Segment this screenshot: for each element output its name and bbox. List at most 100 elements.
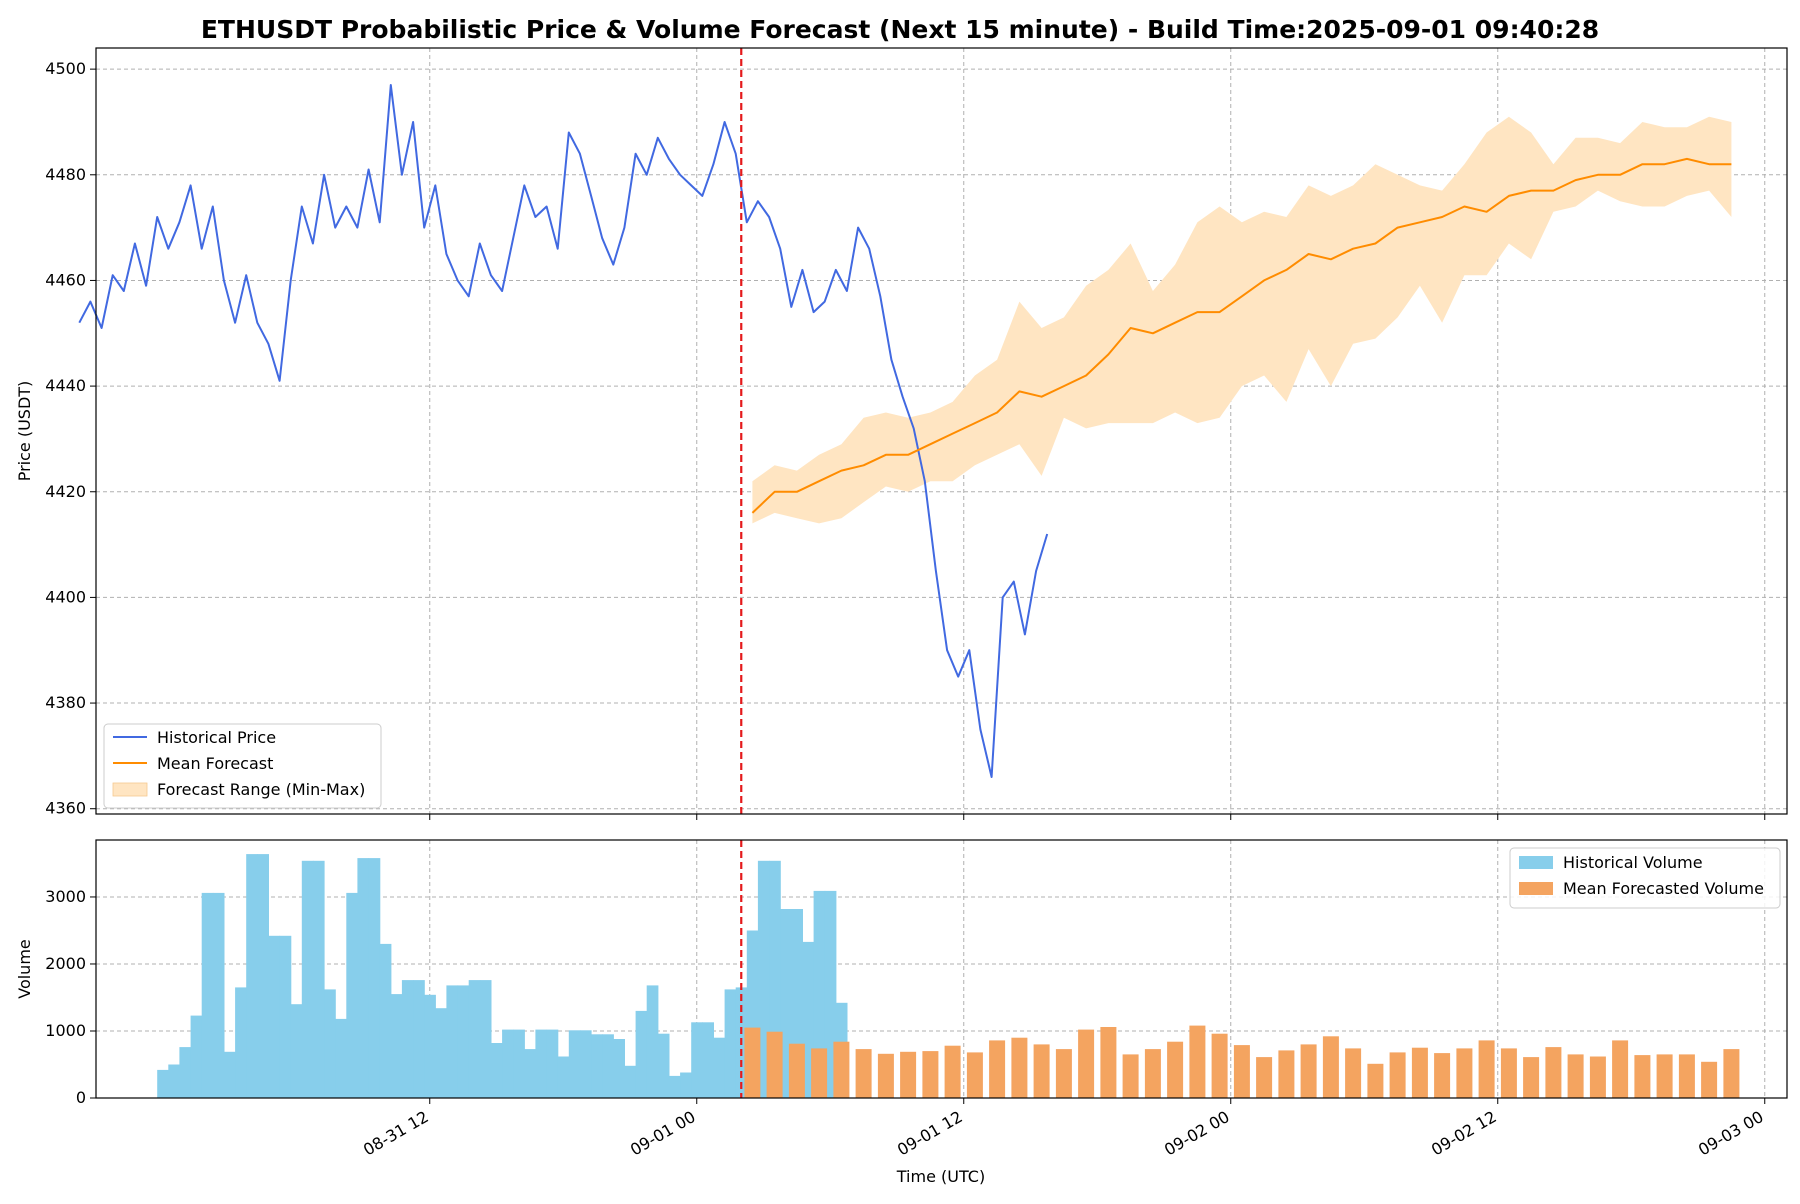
price-legend: Historical Price Mean Forecast Forecast …: [103, 723, 382, 809]
forecast-volume-bar: [766, 1031, 783, 1098]
forecast-volume-bar: [944, 1045, 961, 1098]
historical-volume-bar: [235, 987, 247, 1098]
price-y-axis-label: Price (USDT): [15, 381, 34, 482]
historical-volume-bar: [769, 860, 781, 1098]
historical-volume-bar: [435, 1008, 447, 1098]
price-y-tick-label: 4440: [45, 376, 86, 395]
historical-volume-bar: [413, 980, 425, 1098]
mean-forecast-line: [751, 157, 1732, 514]
price-y-tick-label: 4380: [45, 693, 86, 712]
price-y-tick-label: 4480: [45, 165, 86, 184]
historical-volume-bar: [468, 980, 481, 1098]
forecast-volume-bar: [1144, 1049, 1161, 1098]
historical-volume-bar: [390, 994, 403, 1098]
forecast-volume-bar: [1545, 1047, 1562, 1098]
historical-volume-bar: [157, 1069, 169, 1098]
historical-volume-bar: [635, 1010, 648, 1098]
historical-volume-bar: [780, 909, 792, 1098]
historical-volume-bar: [613, 1039, 625, 1098]
volume-axes-frame: [95, 839, 1788, 1099]
forecast-volume-bar: [1612, 1040, 1629, 1098]
forecast-volume-bar: [989, 1040, 1006, 1098]
legend-forecast-volume-swatch: [1519, 882, 1553, 895]
forecast-volume-bar: [833, 1041, 850, 1098]
legend-historical-volume-swatch: [1519, 856, 1553, 869]
forecast-range-area: [752, 116, 1732, 524]
historical-volume-bar: [691, 1022, 703, 1098]
historical-volume-bar: [557, 1056, 570, 1098]
forecast-volume-bar: [1567, 1054, 1584, 1098]
historical-volume-bar: [223, 1051, 236, 1098]
historical-volume-bar: [824, 890, 837, 1098]
forecast-volume-bar: [1500, 1048, 1517, 1098]
forecast-volume-bar: [1523, 1057, 1540, 1098]
historical-volume-bar: [168, 1064, 180, 1098]
volume-y-tick-label: 3000: [45, 887, 86, 906]
legend-historical-volume-label: Historical Volume: [1563, 853, 1703, 872]
volume-x-tick-label: 08-31 12: [360, 1107, 432, 1159]
historical-volume-bar: [290, 1004, 303, 1098]
forecast-volume-bar: [1055, 1049, 1072, 1098]
forecast-volume-bar: [788, 1043, 805, 1098]
historical-volume-bar: [324, 989, 336, 1098]
historical-volume-bar: [301, 860, 314, 1098]
forecast-range-band: [752, 116, 1732, 524]
price-y-tick-label: 4360: [45, 799, 86, 818]
forecast-volume-bar: [877, 1053, 894, 1098]
forecast-volume-bar: [1278, 1050, 1295, 1098]
forecast-volume-bar: [1033, 1044, 1050, 1098]
historical-volume-bar: [591, 1034, 603, 1098]
volume-x-tick-label: 09-01 00: [627, 1107, 699, 1159]
historical-volume-bar: [680, 1072, 692, 1098]
historical-volume-bar: [368, 858, 381, 1098]
historical-volume-bar: [502, 1029, 514, 1098]
historical-volume-bar: [568, 1030, 581, 1098]
historical-volume-bar: [668, 1075, 681, 1098]
forecast-volume-bar: [1256, 1057, 1273, 1098]
forecast-volume-bar: [1345, 1048, 1362, 1098]
historical-volume-bar: [424, 994, 436, 1098]
volume-legend: Historical Volume Mean Forecasted Volume: [1509, 847, 1781, 909]
historical-volume-bar: [312, 860, 325, 1098]
volume-bars: [157, 854, 1740, 1098]
historical-volume-bar: [746, 930, 759, 1098]
historical-volume-bar: [602, 1034, 614, 1098]
volume-legend-box: [1509, 847, 1781, 909]
volume-x-tick-label: 09-01 12: [894, 1107, 966, 1159]
historical-volume-bar: [813, 890, 826, 1098]
historical-volume-bar: [724, 989, 737, 1098]
historical-volume-bar: [713, 1037, 726, 1098]
forecast-volume-bar: [900, 1051, 917, 1098]
volume-y-axis-label: Volume: [15, 939, 34, 999]
price-y-ticks: 4360 4380 4400 4420 4440 4460 4480 4500: [45, 59, 96, 818]
forecast-volume-bar: [1478, 1040, 1495, 1098]
historical-volume-bar: [257, 854, 269, 1098]
forecast-volume-bar: [1701, 1061, 1718, 1098]
historical-volume-bar: [546, 1029, 559, 1098]
legend-forecast-range-label: Forecast Range (Min-Max): [157, 780, 365, 799]
volume-x-tick-label: 09-02 12: [1428, 1107, 1500, 1159]
price-x-ticks: [429, 814, 1766, 820]
historical-volume-bar: [513, 1029, 525, 1098]
volume-x-tick-label: 09-03 00: [1695, 1107, 1767, 1159]
forecast-volume-bar: [1411, 1047, 1428, 1098]
historical-volume-bar: [490, 1043, 503, 1098]
volume-x-ticks: 08-31 12 09-01 00 09-01 12 09-02 00 09-02 12…: [360, 1098, 1767, 1159]
forecast-volume-bar: [1211, 1033, 1228, 1098]
forecast-volume-bar: [855, 1049, 872, 1098]
forecast-volume-bar: [1589, 1056, 1606, 1098]
price-y-tick-label: 4460: [45, 270, 86, 289]
price-legend-box: [103, 723, 382, 809]
forecast-volume-bar: [1656, 1054, 1673, 1098]
forecast-volume-bar: [966, 1052, 983, 1098]
forecast-volume-bar: [1434, 1053, 1451, 1098]
forecast-volume-bar: [1300, 1044, 1317, 1098]
volume-y-ticks: 0 1000 2000 3000: [45, 887, 96, 1107]
historical-volume-bar: [212, 892, 225, 1098]
volume-x-tick-label: 09-02 00: [1161, 1107, 1233, 1159]
historical-volume-bar: [179, 1047, 192, 1098]
historical-volume-bar: [791, 909, 803, 1098]
forecast-volume-bar: [1011, 1037, 1028, 1098]
forecast-volume-bar: [811, 1048, 828, 1098]
